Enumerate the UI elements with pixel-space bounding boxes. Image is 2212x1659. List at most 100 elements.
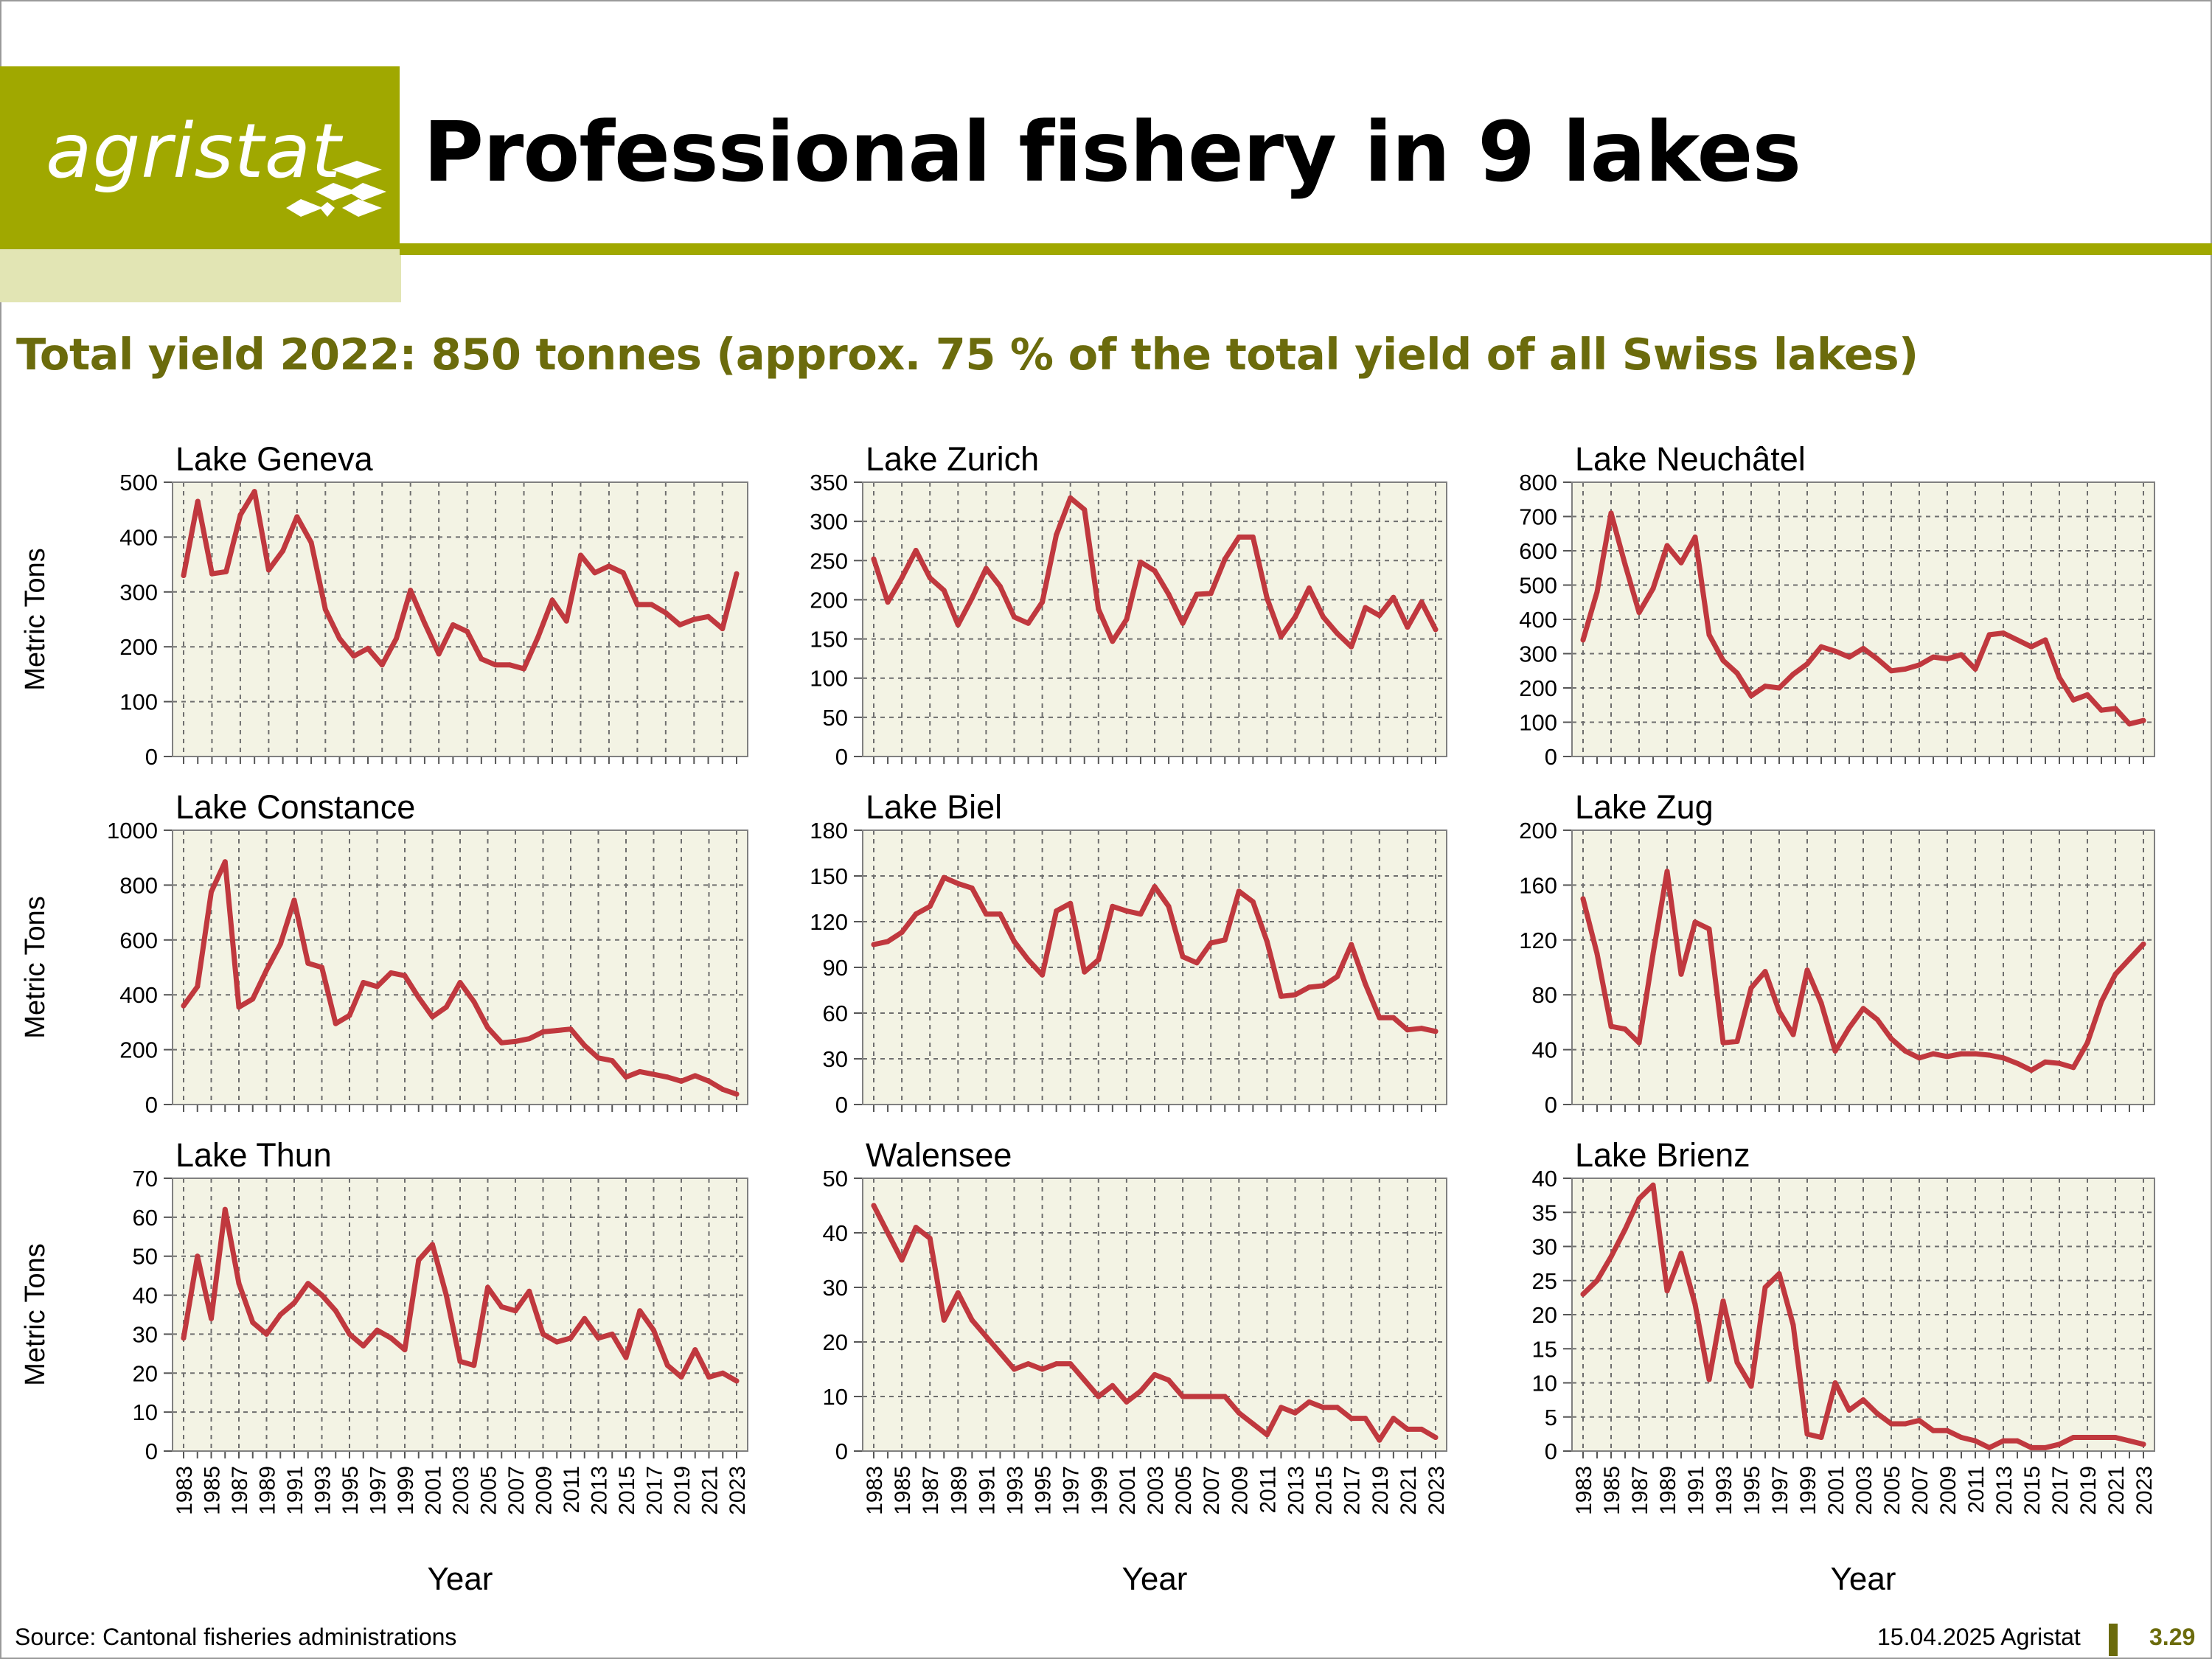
series-line <box>181 489 740 672</box>
x-tick-label: 1999 <box>1088 1466 1112 1515</box>
data-point <box>1930 654 1936 660</box>
data-point <box>1264 939 1270 945</box>
data-point <box>250 996 256 1002</box>
data-point <box>1720 1298 1726 1304</box>
data-point <box>2014 637 2020 643</box>
data-point <box>899 929 905 935</box>
x-tick-label: 1989 <box>1656 1466 1680 1515</box>
data-point <box>983 911 989 917</box>
data-point <box>1124 616 1130 622</box>
data-point <box>457 1358 463 1364</box>
y-tick-label: 90 <box>823 955 848 981</box>
data-point <box>479 656 484 662</box>
data-point <box>209 1315 214 1321</box>
data-point <box>1636 1196 1642 1202</box>
x-tick-label: 2011 <box>1256 1466 1280 1514</box>
data-point <box>209 571 215 577</box>
y-tick-label: 600 <box>119 928 158 953</box>
x-tick-label: 2003 <box>1852 1466 1877 1515</box>
y-tick-label: 50 <box>133 1244 158 1270</box>
plot-border <box>172 481 748 757</box>
data-point <box>450 622 456 627</box>
x-tick-label: 1999 <box>1796 1466 1820 1515</box>
data-point <box>319 1293 324 1298</box>
data-point <box>899 575 905 581</box>
data-point <box>1040 972 1046 978</box>
data-point <box>549 597 555 603</box>
data-point <box>1664 869 1670 874</box>
data-point <box>1054 1361 1060 1367</box>
data-point <box>2014 1060 2020 1066</box>
data-point <box>1650 1182 1656 1188</box>
data-point <box>871 942 877 947</box>
data-point <box>1664 543 1670 549</box>
data-point <box>941 1317 947 1323</box>
data-point <box>2042 637 2048 643</box>
data-point <box>678 1374 684 1380</box>
data-point <box>664 1074 670 1080</box>
data-point <box>222 1206 228 1212</box>
data-point <box>1734 1360 1740 1366</box>
x-tick-label: 2005 <box>1172 1466 1196 1515</box>
data-point <box>2000 1438 2006 1444</box>
data-point <box>1846 654 1852 660</box>
y-tick-label: 30 <box>823 1275 848 1301</box>
data-point <box>237 512 243 518</box>
data-point <box>1580 896 1586 902</box>
page-subtitle: Total yield 2022: 850 tonnes (approx. 75… <box>16 329 1919 380</box>
y-tick-label: 500 <box>1519 573 1557 599</box>
data-point <box>1222 937 1228 943</box>
data-point <box>430 1014 435 1020</box>
x-tick-label: 1993 <box>1004 1466 1028 1515</box>
x-tick-label: 1993 <box>311 1466 335 1515</box>
data-point <box>568 1335 574 1341</box>
data-point <box>337 636 343 641</box>
data-point <box>1208 591 1214 597</box>
data-point <box>1152 883 1158 889</box>
data-point <box>1026 957 1032 963</box>
x-tick-label: 2007 <box>504 1466 529 1515</box>
x-tick-label: 2009 <box>1936 1466 1961 1515</box>
y-tick-label: 40 <box>1532 1037 1557 1063</box>
y-tick-label: 100 <box>1519 710 1557 736</box>
data-point <box>1293 1410 1298 1416</box>
x-tick-label: 1991 <box>975 1466 999 1515</box>
data-point <box>1180 620 1186 626</box>
data-point <box>422 620 428 626</box>
chart-lake-biel: 0 30 60 90 120 150 180 Lake Biel <box>810 788 1447 1118</box>
plot-border <box>862 481 1447 757</box>
data-point <box>2140 941 2146 947</box>
data-point <box>1391 1015 1397 1020</box>
y-tick-label: 60 <box>823 1001 848 1026</box>
data-point <box>1222 1394 1228 1399</box>
data-point <box>195 1253 201 1259</box>
data-point <box>485 1025 490 1031</box>
data-point <box>969 886 975 891</box>
data-point <box>2056 1060 2062 1066</box>
x-tick-label: 1987 <box>228 1466 252 1515</box>
data-point <box>1972 1438 1978 1444</box>
data-point <box>1678 560 1684 566</box>
data-point <box>927 903 933 909</box>
x-tick-label: 1991 <box>1684 1466 1708 1515</box>
data-point <box>637 1308 643 1314</box>
data-point <box>222 859 228 865</box>
data-point <box>2084 692 2090 698</box>
data-point <box>1433 1029 1439 1034</box>
data-point <box>1888 1421 1894 1427</box>
data-point <box>706 1078 712 1084</box>
chart-lake-zug: 0 40 80 120 160 200 Lake Zug <box>1519 788 2155 1118</box>
data-point <box>1720 658 1726 664</box>
y-tick-label: 60 <box>133 1205 158 1231</box>
data-point <box>1040 599 1046 605</box>
data-point <box>2084 1040 2090 1046</box>
data-point <box>236 1281 242 1287</box>
x-tick-label: 1983 <box>1572 1466 1596 1515</box>
data-point <box>498 1040 504 1046</box>
data-point <box>1405 1027 1411 1033</box>
data-point <box>554 1339 560 1345</box>
data-point <box>720 1087 726 1093</box>
data-point <box>734 1378 740 1384</box>
x-tick-label: 1987 <box>919 1466 943 1515</box>
